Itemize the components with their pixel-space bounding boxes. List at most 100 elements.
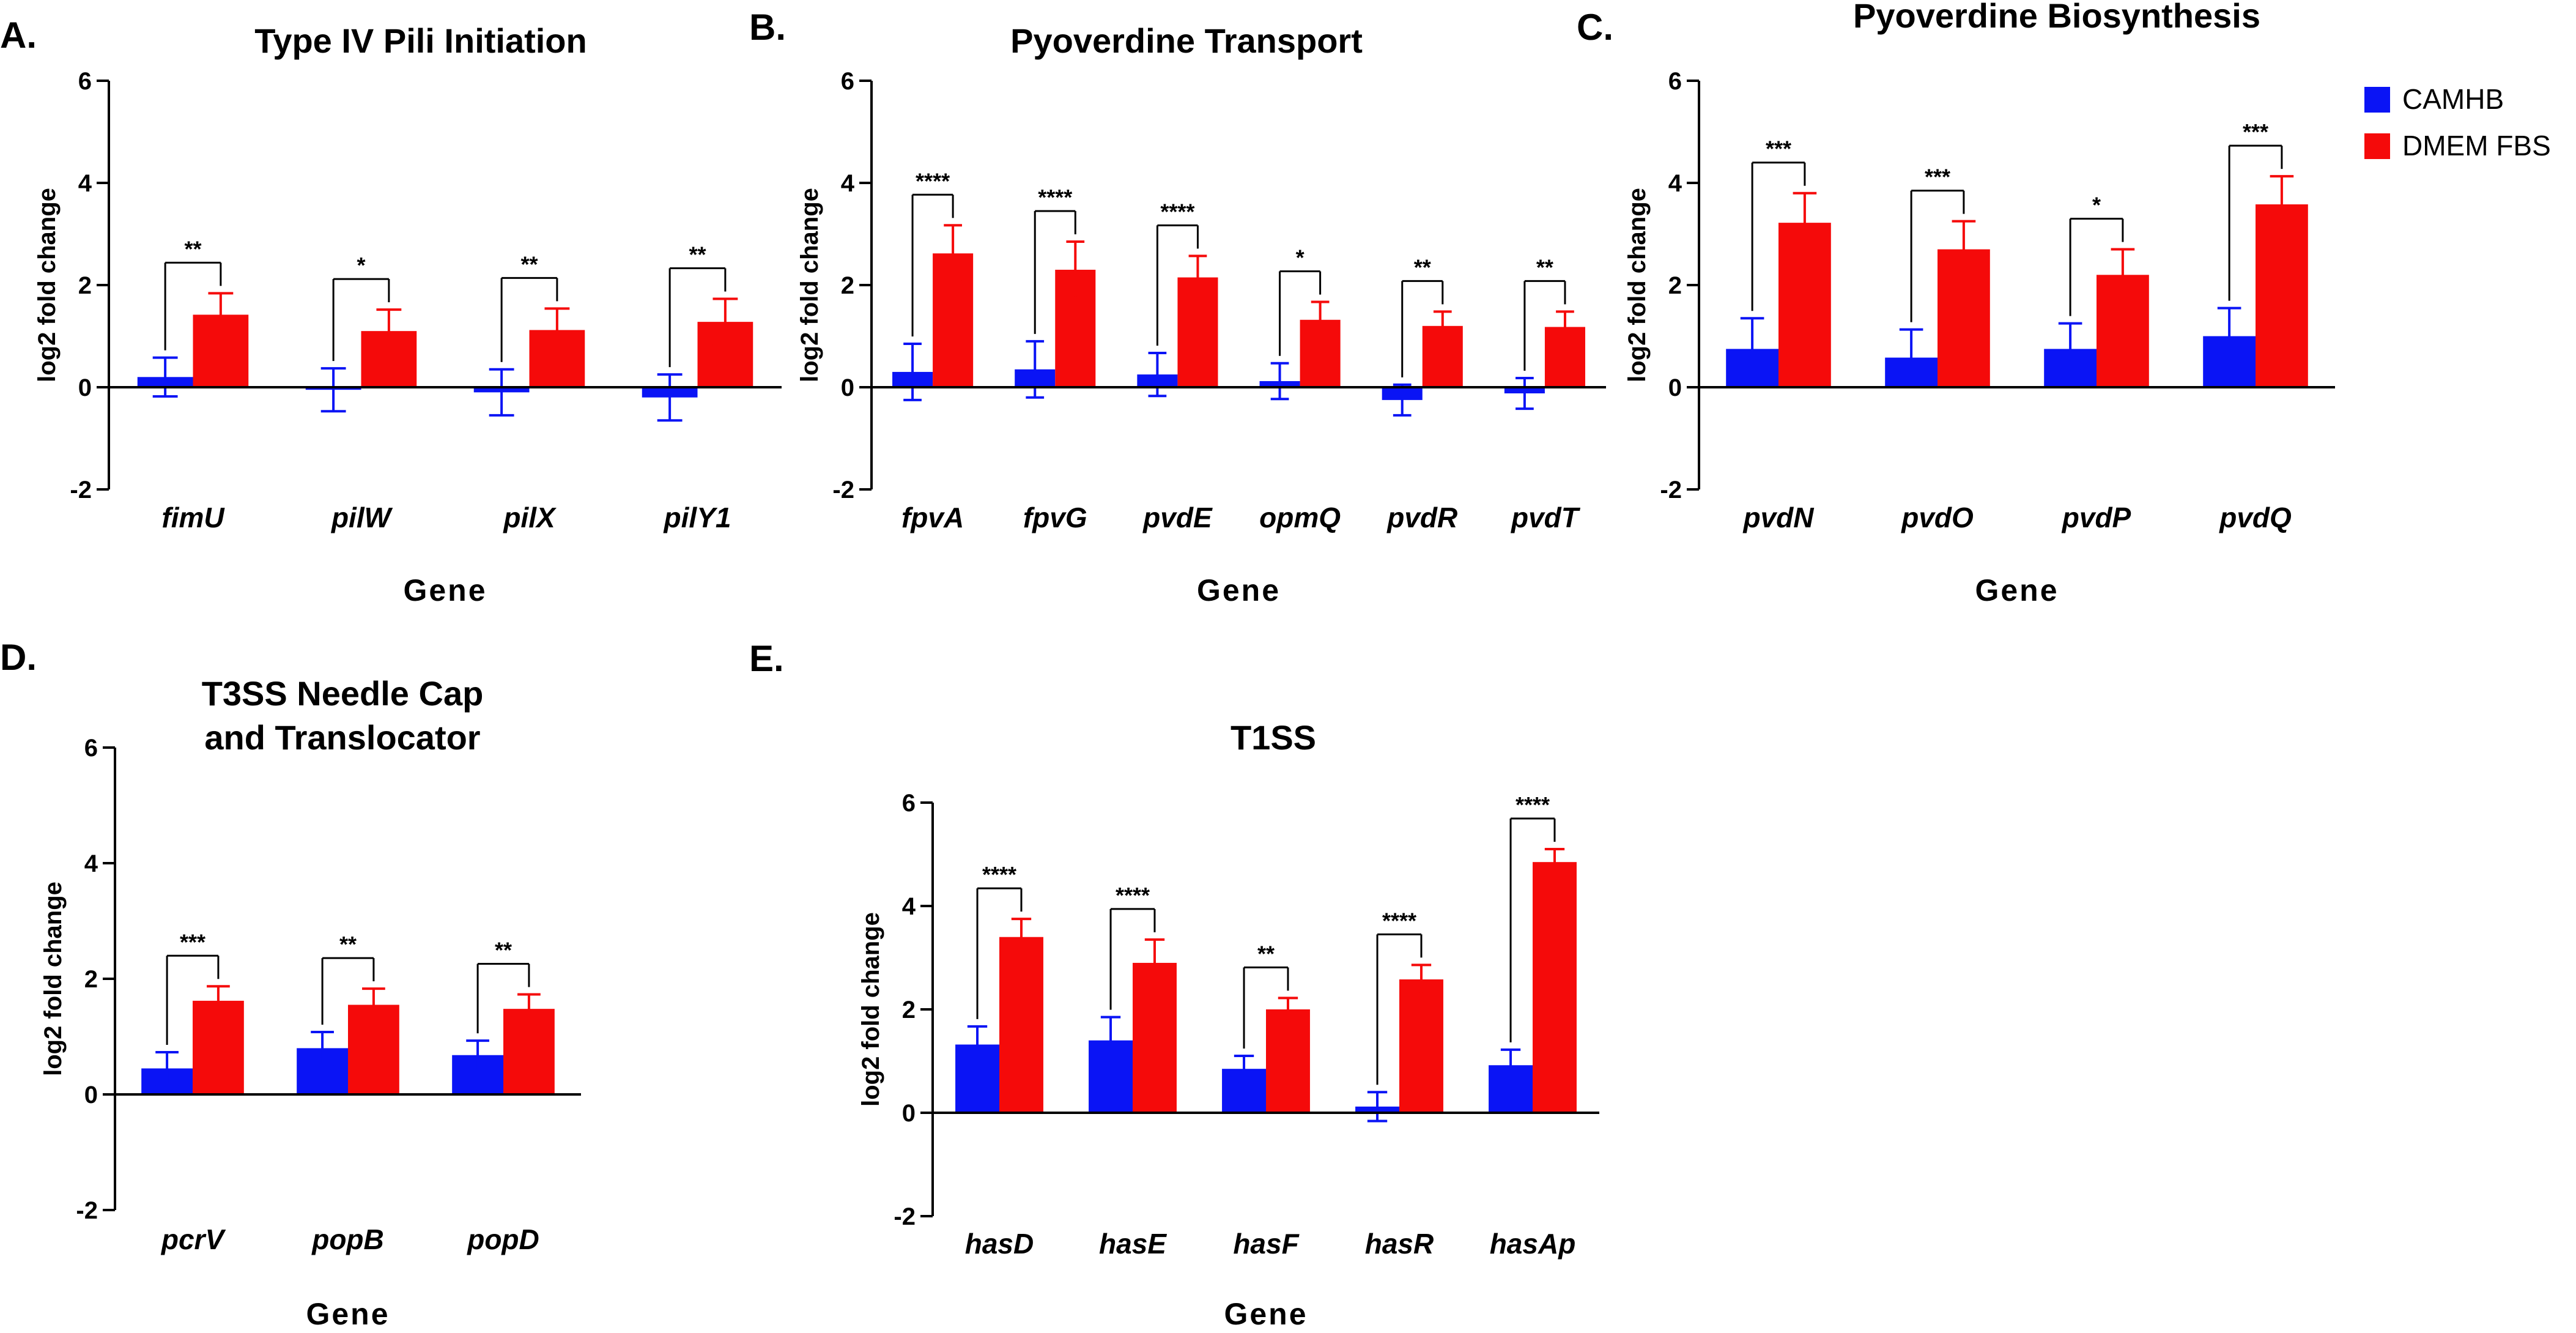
y-tick-label: -2 [1660,477,1682,503]
error-bar [1793,191,1817,254]
significance-bracket [911,193,954,337]
error-bar [1500,1048,1521,1082]
significance-label: **** [1038,185,1072,210]
significance-label: **** [982,862,1016,887]
error-bar [1556,310,1574,344]
y-tick-label: -2 [894,1203,916,1230]
error-bar [2111,248,2135,302]
y-tick-label: 0 [78,374,92,401]
significance-bracket [1109,908,1156,1010]
significance-bracket [2228,144,2283,301]
y-tick-label: 2 [1668,272,1682,299]
significance-label: ** [1414,254,1431,280]
bar-dmem-fbs [2256,204,2308,387]
error-bar [1144,938,1165,987]
significance-label: *** [1925,165,1950,190]
error-bar [517,993,541,1025]
x-axis-label: Gene [1224,1297,1308,1331]
panel-b: B. Pyoverdine Transport -2 0 2 4 6 log2 fold ch… [749,7,1606,607]
significance-label: **** [1382,908,1416,933]
significance-bracket [476,963,530,1034]
significance-label: * [1296,245,1305,270]
significance-bracket [1523,280,1566,371]
bar-dmem-fbs [1133,962,1177,1113]
x-tick-label: pilX [502,502,557,533]
error-bar [1011,918,1032,957]
x-tick-label: pvdO [1900,502,1974,533]
y-tick-label: 4 [84,850,98,877]
significance-bracket [164,261,222,351]
y-tick-label: 6 [1668,68,1682,95]
y-tick-label: 4 [1668,170,1682,197]
error-bar [903,343,922,401]
significance-bracket [1401,280,1444,377]
y-tick-label: 0 [841,374,854,401]
significance-label: **** [1116,883,1150,908]
chart-title: and Translocator [204,718,480,757]
x-tick-label: hasR [1365,1228,1434,1260]
x-axis-label: Gene [1197,573,1281,607]
error-bar [207,985,230,1017]
significance-label: ** [1536,254,1553,280]
error-bar [1516,376,1534,410]
error-bar [657,373,683,422]
x-axis-label: Gene [403,573,487,607]
significance-bracket [1279,270,1322,356]
error-bar [152,356,178,398]
panel-letter: D. [0,637,37,678]
y-tick-label: 0 [902,1100,916,1127]
y-tick-label: 2 [78,272,92,299]
error-bar [1393,383,1412,417]
significance-bracket [500,277,558,362]
y-tick-label: 2 [84,966,98,993]
error-bar [311,1030,334,1066]
error-bar [2058,322,2082,376]
error-bar [2217,306,2241,366]
significance-bracket [2069,218,2124,316]
significance-label: * [357,253,365,278]
significance-label: ** [495,938,512,963]
x-tick-label: fpvG [1023,502,1087,533]
y-tick-label: 4 [902,893,916,920]
significance-bracket [1751,162,1806,311]
significance-bracket [1910,190,1965,322]
significance-bracket [668,267,727,368]
error-bar [1311,300,1330,340]
bar-dmem-fbs [1399,979,1443,1113]
chart-title: T1SS [1231,718,1316,757]
legend-swatch [2364,133,2390,159]
error-bar [208,292,234,338]
panel-a: A. Type IV Pili Initiation -2 0 2 4 6 log2 fold… [0,15,782,607]
error-bar [362,987,385,1022]
significance-label: * [2092,193,2101,218]
error-bar [1100,1016,1121,1065]
panel-letter: E. [749,638,784,679]
y-tick-label: 6 [78,68,92,95]
bar-dmem-fbs [1266,1009,1310,1113]
y-axis-label: log2 fold change [1624,188,1651,382]
error-bar [944,224,962,283]
chart-title: Pyoverdine Biosynthesis [1853,0,2260,35]
error-bar [1740,317,1764,381]
error-bar [712,297,738,346]
legend-label: DMEM FBS [2402,130,2551,162]
x-tick-label: popB [311,1223,384,1255]
legend-label: CAMHB [2402,83,2504,115]
significance-bracket [1376,933,1423,1085]
x-axis-label: Gene [306,1297,390,1331]
x-tick-label: fpvA [901,502,964,533]
x-tick-label: hasF [1233,1228,1300,1260]
error-bar [1234,1055,1254,1083]
y-tick-label: 0 [1668,374,1682,401]
y-tick-label: 2 [902,997,916,1023]
bar-dmem-fbs [1533,862,1577,1113]
x-tick-label: pvdT [1510,502,1581,533]
x-tick-label: hasAp [1490,1228,1576,1260]
y-tick-label: 6 [902,790,916,817]
significance-label: ** [1257,941,1275,966]
error-bar [155,1051,179,1086]
error-bar [1899,328,1923,387]
x-tick-label: pvdR [1386,502,1457,533]
error-bar [1411,964,1432,995]
